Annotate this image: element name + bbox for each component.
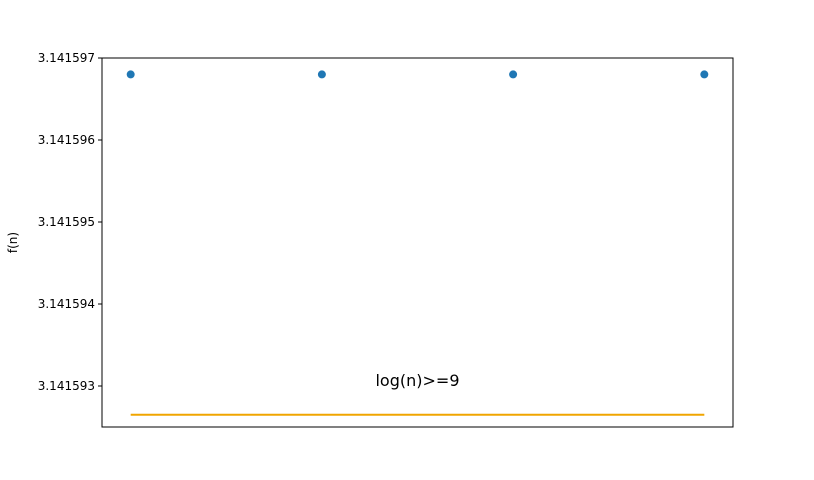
plot-area [101,57,734,428]
chart-annotation: log(n)>=9 [375,371,459,390]
data-point [509,70,518,79]
y-tick-label: 3.141597 [38,51,95,65]
y-tick-label: 3.141593 [38,379,95,393]
data-point [317,70,326,79]
y-tick-label: 3.141595 [38,215,95,229]
data-point [700,70,709,79]
y-axis: 3.141593 3.141594 3.141595 3.141596 3.141597 [38,51,102,393]
y-axis-label: f(n) [6,232,20,253]
y-tick-label: 3.141594 [38,297,95,311]
series-layer [126,70,709,416]
data-point [126,70,135,79]
y-tick-label: 3.141596 [38,133,95,147]
plot-frame [101,57,734,428]
